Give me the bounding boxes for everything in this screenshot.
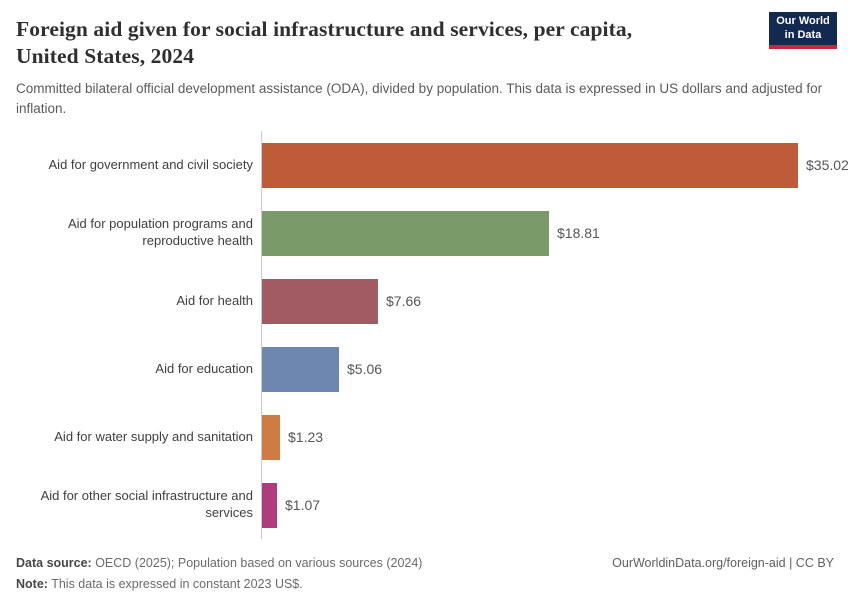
note-label: Note: xyxy=(16,576,48,591)
owid-logo-text: Our World in Data xyxy=(776,15,830,41)
value-label: $1.07 xyxy=(285,497,321,514)
bar-education xyxy=(261,346,339,392)
bar-water-supply xyxy=(261,414,280,460)
owid-logo: Our World in Data xyxy=(769,12,837,49)
chart-title: Foreign aid given for social infrastruct… xyxy=(16,16,756,70)
note-line: Note: This data is expressed in constant… xyxy=(16,574,422,595)
bar-health xyxy=(261,278,378,324)
chart-title-line-1: Foreign aid given for social infrastruct… xyxy=(16,17,633,41)
bar-population-programs xyxy=(261,210,549,256)
bar-row-government-and-civil-society: Aid for government and civil society $35… xyxy=(16,131,849,199)
bar-row-education: Aid for education $5.06 xyxy=(16,335,834,403)
data-source-text: OECD (2025); Population based on various… xyxy=(91,556,423,571)
bar-row-health: Aid for health $7.66 xyxy=(16,267,834,335)
value-label: $18.81 xyxy=(557,225,600,242)
category-label: Aid for education xyxy=(155,360,253,376)
value-label: $7.66 xyxy=(386,293,422,310)
category-label: Aid for other social infrastructure and … xyxy=(40,488,253,521)
value-label: $1.23 xyxy=(288,429,324,446)
category-label: Aid for health xyxy=(176,292,253,308)
y-axis-line xyxy=(261,131,262,540)
footer-left: Data source: OECD (2025); Population bas… xyxy=(16,553,422,594)
chart-subtitle: Committed bilateral official development… xyxy=(16,81,823,116)
category-label: Aid for population programs and reproduc… xyxy=(67,216,253,249)
chart-footer: Data source: OECD (2025); Population bas… xyxy=(16,553,834,594)
bar-chart: Aid for government and civil society $35… xyxy=(16,131,849,540)
data-source-line: Data source: OECD (2025); Population bas… xyxy=(16,553,422,574)
value-label: $35.02 xyxy=(806,157,849,174)
category-label: Aid for government and civil society xyxy=(48,156,253,172)
category-label: Aid for water supply and sanitation xyxy=(54,428,253,444)
value-label: $5.06 xyxy=(347,361,383,378)
bar-row-population-programs: Aid for population programs and reproduc… xyxy=(16,199,834,267)
chart-header: Foreign aid given for social infrastruct… xyxy=(16,12,837,118)
bar-government-and-civil-society xyxy=(261,142,798,188)
bar-other-social-infrastructure xyxy=(261,482,277,528)
note-text: This data is expressed in constant 2023 … xyxy=(47,576,303,591)
bar-row-water-supply: Aid for water supply and sanitation $1.2… xyxy=(16,403,834,471)
chart-title-line-2: United States, 2024 xyxy=(16,44,195,69)
data-source-label: Data source: xyxy=(16,556,92,571)
bar-row-other-social-infrastructure: Aid for other social infrastructure and … xyxy=(16,471,834,539)
citation-link[interactable]: OurWorldinData.org/foreign-aid | CC BY xyxy=(612,556,834,571)
